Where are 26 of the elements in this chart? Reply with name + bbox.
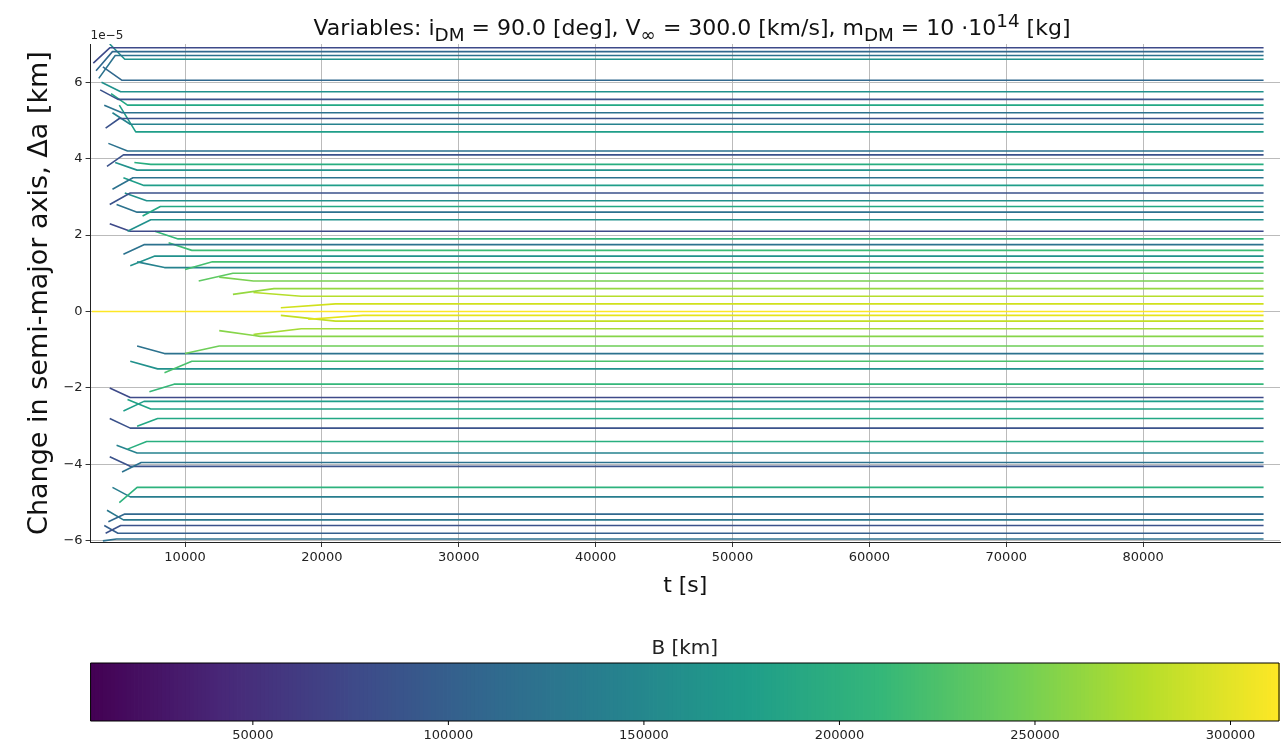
color-bar-title: B [km] <box>651 635 719 660</box>
x-tick-label: 50000 <box>711 549 754 565</box>
y-tick-label: −4 <box>63 455 83 471</box>
x-tick-label: 20000 <box>301 549 343 565</box>
text: 1e−5 <box>90 28 124 43</box>
x-tick-label: 70000 <box>985 549 1027 565</box>
x-tick-label: 60000 <box>848 549 891 565</box>
color-bar-label: 100000 <box>423 726 474 742</box>
chart-title: Variables: i$_{DM}$ = 90.0 [deg], V$_{∞}$ = 300.0 [km/s], m$_{DM}$ = 10 ·10$^{14}$ [kg] <box>313 10 1071 45</box>
x-axis-title: t [s] <box>663 571 708 597</box>
x-tick-label: 10000 <box>164 549 206 565</box>
x-tick-label: 40000 <box>574 549 617 565</box>
y-tick-label: 0 <box>74 302 83 318</box>
y-tick-label: 6 <box>74 73 83 89</box>
color-bar-label: 200000 <box>814 726 865 742</box>
y-tick-label: −2 <box>63 379 83 395</box>
color-bar-label: 150000 <box>619 726 669 742</box>
y-tick-label: 2 <box>74 226 83 242</box>
color-bar-label: 50000 <box>232 726 274 742</box>
color-bar-label: 300000 <box>1205 726 1256 742</box>
y-tick-label: 4 <box>74 150 83 166</box>
x-tick-label: 30000 <box>438 549 480 565</box>
y-tick-label: −6 <box>63 532 83 548</box>
x-tick-label: 80000 <box>1122 549 1164 565</box>
y-axis-title: Change in semi-major axis, Δa [km] <box>22 51 54 535</box>
color-bar-label: 250000 <box>1010 726 1060 742</box>
